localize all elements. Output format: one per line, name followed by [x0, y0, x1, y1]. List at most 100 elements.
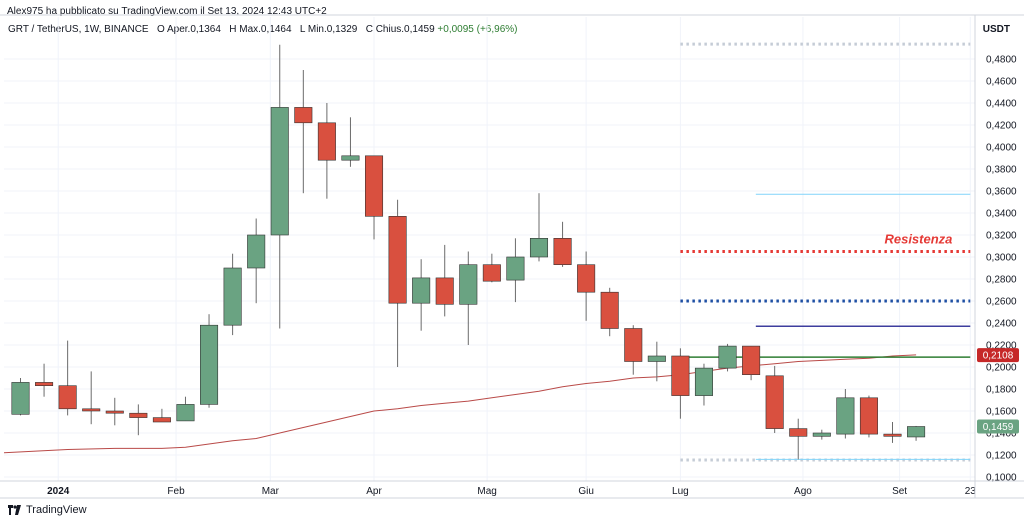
publisher-line: Alex975 ha pubblicato su TradingView.com…	[7, 6, 327, 17]
y-tick-label: 0,1800	[986, 385, 1017, 396]
change-value: +0,0095 (+6,96%)	[437, 24, 518, 35]
open-value: Aper.0,1364	[166, 24, 221, 35]
candle-body	[388, 216, 407, 304]
x-tick-label: Lug	[672, 486, 689, 497]
candle-body	[364, 155, 384, 217]
candle-down	[105, 397, 124, 426]
candle-body	[907, 426, 926, 438]
price-tag	[977, 419, 1019, 434]
candle-down	[82, 371, 101, 425]
y-tick-label: 0,1400	[986, 429, 1017, 440]
candle-body	[789, 428, 808, 437]
candle-up	[907, 425, 926, 441]
candle-body	[883, 433, 902, 437]
symbol-name[interactable]: GRT / TetherUS, 1W, BINANCE	[8, 24, 149, 35]
candle-body	[482, 264, 501, 282]
candle-body	[200, 324, 219, 405]
candle-body	[35, 382, 54, 386]
candle-down	[671, 348, 690, 419]
candle-down	[388, 199, 407, 367]
footer-brand[interactable]: TradingView	[8, 504, 87, 516]
axes: 0,4800 0,4600 0,4400 0,4200 0,4000 0,3800 0,36…	[0, 14, 1024, 499]
candle-down	[577, 251, 596, 321]
candle-body	[647, 355, 666, 362]
candle-body	[223, 267, 242, 326]
y-tick-label: 0,1000	[986, 473, 1017, 484]
x-tick-label: 2024	[47, 486, 70, 497]
candle-body	[105, 410, 124, 414]
candle-body	[812, 432, 831, 437]
x-tick-label: Mar	[262, 486, 280, 497]
candle-body	[553, 238, 572, 266]
candle-up	[812, 429, 831, 440]
footer-brand-text: TradingView	[26, 504, 87, 516]
candles	[11, 44, 926, 460]
candle-down	[58, 340, 77, 416]
x-tick-label: Apr	[366, 486, 382, 497]
candle-body	[176, 404, 195, 422]
y-tick-label: 0,4800	[986, 55, 1017, 66]
candle-down	[482, 253, 501, 283]
candle-body	[294, 107, 313, 124]
y-tick-label: 0,3000	[986, 253, 1017, 264]
x-tick-label: Ago	[794, 486, 812, 497]
candle-down	[294, 70, 313, 194]
candle-body	[270, 107, 289, 236]
y-tick-label: 0,3400	[986, 209, 1017, 220]
candle-down	[600, 287, 619, 337]
candle-up	[11, 378, 30, 416]
candle-down	[152, 408, 171, 423]
candle-body	[152, 417, 171, 423]
candle-up	[270, 44, 289, 329]
currency-label: USDT	[982, 24, 1010, 35]
candle-up	[529, 193, 549, 262]
candle-down	[35, 363, 54, 397]
candle-up	[412, 259, 431, 331]
close-label: C	[365, 24, 373, 35]
candle-body	[129, 412, 148, 418]
grid	[4, 17, 975, 481]
low-label: L	[299, 24, 306, 35]
high-label: H	[229, 24, 237, 35]
candle-up	[647, 341, 666, 382]
tradingview-logo-icon	[8, 505, 22, 515]
candle-body	[459, 264, 478, 305]
x-tick-label: Giu	[578, 486, 594, 497]
candle-body	[341, 155, 360, 161]
candle-down	[742, 345, 761, 381]
annotations: Resistenza	[884, 231, 952, 246]
candle-up	[247, 218, 266, 304]
candle-body	[412, 277, 431, 304]
y-tick-label: 0,4400	[986, 99, 1017, 110]
candle-body	[671, 355, 690, 396]
y-tick-label: 0,4000	[986, 143, 1017, 154]
low-value: Min.0,1329	[307, 24, 358, 35]
candle-body	[435, 277, 454, 305]
close-value: Chius.0,1459	[375, 24, 435, 35]
candle-down	[789, 418, 808, 460]
y-tick-label: 0,3200	[986, 231, 1017, 242]
candle-body	[247, 234, 266, 269]
candle-up	[718, 343, 737, 372]
y-tick-label: 0,2000	[986, 363, 1017, 374]
candle-down	[317, 103, 336, 199]
candle-down	[859, 395, 878, 438]
y-tick-label: 0,3800	[986, 165, 1017, 176]
x-tick-label: Mag	[477, 486, 496, 497]
candle-body	[600, 291, 619, 329]
candle-body	[317, 122, 336, 161]
y-tick-label: 0,3600	[986, 187, 1017, 198]
price-tag-label: 0,1459	[983, 422, 1014, 433]
candle-body	[58, 385, 77, 410]
y-tick-label: 0,2600	[986, 297, 1017, 308]
y-tick-label: 0,4600	[986, 77, 1017, 88]
candle-body	[836, 397, 855, 435]
candle-body	[694, 367, 713, 396]
candle-up	[836, 389, 855, 439]
y-tick-label: 0,2200	[986, 341, 1017, 352]
y-tick-label: 0,1600	[986, 407, 1017, 418]
drawn-lines	[680, 42, 971, 462]
candle-body	[506, 256, 525, 281]
